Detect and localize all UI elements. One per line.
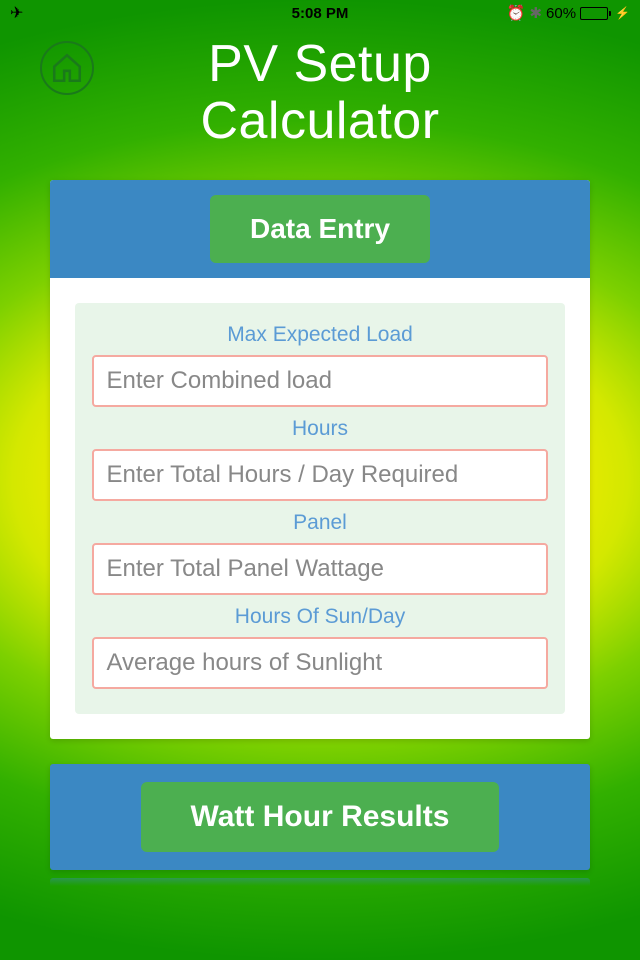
home-button[interactable] [40, 41, 94, 95]
title-line-2: Calculator [200, 92, 439, 150]
status-bar: ✈︎ 5:08 PM ⏰ ✱ 60% ⚡ [0, 0, 640, 26]
sun-hours-label: Hours Of Sun/Day [83, 605, 557, 629]
max-load-group: Max Expected Load [83, 323, 557, 407]
status-right: ⏰ ✱ 60% ⚡ [507, 4, 630, 22]
sun-hours-group: Hours Of Sun/Day [83, 605, 557, 689]
status-left: ✈︎ [10, 3, 23, 23]
watt-hour-results-button[interactable]: Watt Hour Results [141, 782, 500, 852]
panel-group: Panel [83, 511, 557, 595]
alarm-icon: ⏰ [507, 4, 526, 22]
hours-label: Hours [83, 417, 557, 441]
airplane-icon: ✈︎ [10, 3, 23, 23]
data-entry-button[interactable]: Data Entry [210, 195, 430, 263]
battery-percent: 60% [546, 5, 576, 22]
hours-group: Hours [83, 417, 557, 501]
bluetooth-icon: ✱ [529, 4, 542, 22]
data-entry-body: Max Expected Load Hours Panel Hours Of S… [75, 303, 565, 714]
hours-input[interactable] [92, 449, 547, 501]
title-line-1: PV Setup [208, 35, 432, 93]
app-header: PV Setup Calculator [0, 26, 640, 180]
max-load-input[interactable] [92, 355, 547, 407]
charging-icon: ⚡ [615, 6, 630, 20]
page-title: PV Setup Calculator [0, 36, 640, 150]
bottom-shadow [50, 878, 590, 886]
data-entry-header: Data Entry [50, 180, 590, 278]
sun-hours-input[interactable] [92, 637, 547, 689]
results-card: Watt Hour Results [50, 764, 590, 870]
panel-input[interactable] [92, 543, 547, 595]
data-entry-card: Data Entry Max Expected Load Hours Panel… [50, 180, 590, 739]
card-container: Data Entry Max Expected Load Hours Panel… [50, 180, 590, 870]
battery-icon [580, 7, 611, 20]
home-icon [50, 51, 84, 85]
max-load-label: Max Expected Load [83, 323, 557, 347]
panel-label: Panel [83, 511, 557, 535]
status-time: 5:08 PM [292, 5, 349, 22]
